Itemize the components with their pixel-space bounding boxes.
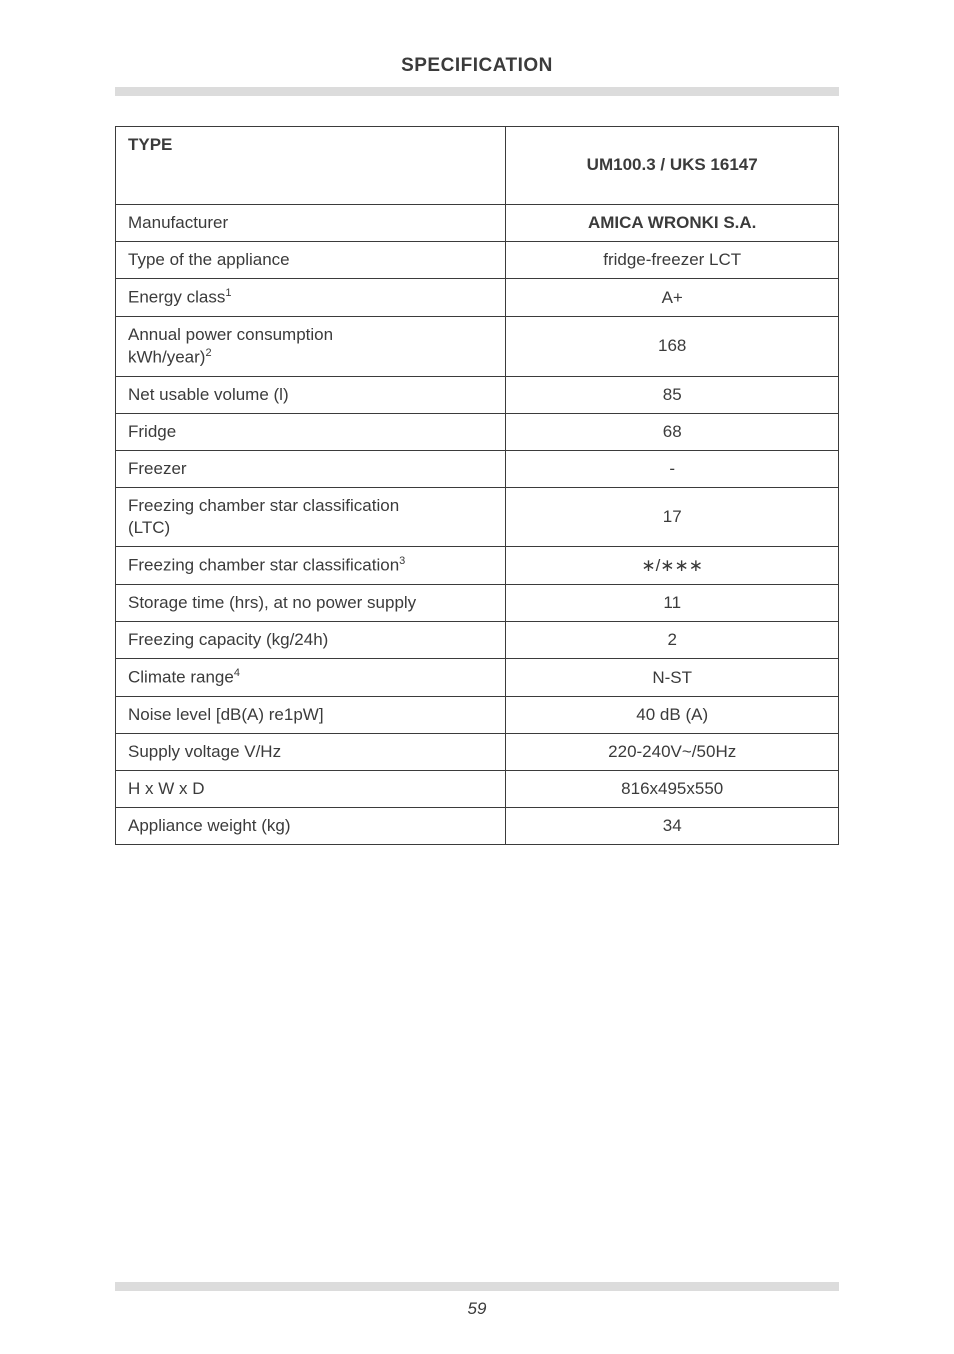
row-value: A+	[506, 279, 839, 317]
row-value: ∗/∗∗∗	[506, 547, 839, 585]
divider-top	[115, 87, 839, 96]
header-model-value: UM100.3 / UKS 16147	[506, 127, 839, 205]
row-value: fridge-freezer LCT	[506, 242, 839, 279]
table-row: Net usable volume (l) 85	[116, 376, 839, 413]
row-value: AMICA WRONKI S.A.	[506, 205, 839, 242]
table-row: Freezer -	[116, 450, 839, 487]
row-value: 68	[506, 413, 839, 450]
page-number: 59	[115, 1299, 839, 1319]
table-row: Freezing chamber star classification(LTC…	[116, 488, 839, 547]
table-row: Energy class1 A+	[116, 279, 839, 317]
table-header-row: TYPE UM100.3 / UKS 16147	[116, 127, 839, 205]
row-value: 40 dB (A)	[506, 696, 839, 733]
table-row: Climate range4 N-ST	[116, 659, 839, 697]
row-label: Supply voltage V/Hz	[116, 734, 506, 771]
row-label: Freezing chamber star classification3	[116, 547, 506, 585]
table-row: Freezing chamber star classification3 ∗/…	[116, 547, 839, 585]
row-value: 17	[506, 488, 839, 547]
row-value: -	[506, 450, 839, 487]
row-label: Annual power consumptionkWh/year)2	[116, 316, 506, 376]
row-label: Storage time (hrs), at no power supply	[116, 585, 506, 622]
row-label: Freezing chamber star classification(LTC…	[116, 488, 506, 547]
divider-bottom	[115, 1282, 839, 1291]
table-row: Fridge 68	[116, 413, 839, 450]
row-value: 220-240V~/50Hz	[506, 734, 839, 771]
specification-table: TYPE UM100.3 / UKS 16147 Manufacturer AM…	[115, 126, 839, 845]
row-label: Noise level [dB(A) re1pW]	[116, 696, 506, 733]
table-row: Supply voltage V/Hz 220-240V~/50Hz	[116, 734, 839, 771]
table-row: Type of the appliance fridge-freezer LCT	[116, 242, 839, 279]
page-title: SPECIFICATION	[115, 55, 839, 77]
row-value: 2	[506, 622, 839, 659]
table-row: Freezing capacity (kg/24h) 2	[116, 622, 839, 659]
row-label: Appliance weight (kg)	[116, 808, 506, 845]
row-label: Climate range4	[116, 659, 506, 697]
page-footer: 59	[115, 1282, 839, 1319]
table-row: Manufacturer AMICA WRONKI S.A.	[116, 205, 839, 242]
row-value: 11	[506, 585, 839, 622]
row-value: 168	[506, 316, 839, 376]
row-label: Type of the appliance	[116, 242, 506, 279]
row-label: Energy class1	[116, 279, 506, 317]
row-label: Freezer	[116, 450, 506, 487]
row-label: Net usable volume (l)	[116, 376, 506, 413]
row-label: Fridge	[116, 413, 506, 450]
row-label: Manufacturer	[116, 205, 506, 242]
row-value: 816x495x550	[506, 771, 839, 808]
table-row: Appliance weight (kg) 34	[116, 808, 839, 845]
table-row: Storage time (hrs), at no power supply 1…	[116, 585, 839, 622]
table-row: Noise level [dB(A) re1pW] 40 dB (A)	[116, 696, 839, 733]
row-value: 85	[506, 376, 839, 413]
row-label: H x W x D	[116, 771, 506, 808]
table-row: Annual power consumptionkWh/year)2 168	[116, 316, 839, 376]
row-label: Freezing capacity (kg/24h)	[116, 622, 506, 659]
header-type-label: TYPE	[116, 127, 506, 205]
row-value: N-ST	[506, 659, 839, 697]
row-value: 34	[506, 808, 839, 845]
table-row: H x W x D 816x495x550	[116, 771, 839, 808]
table-body: TYPE UM100.3 / UKS 16147 Manufacturer AM…	[116, 127, 839, 845]
